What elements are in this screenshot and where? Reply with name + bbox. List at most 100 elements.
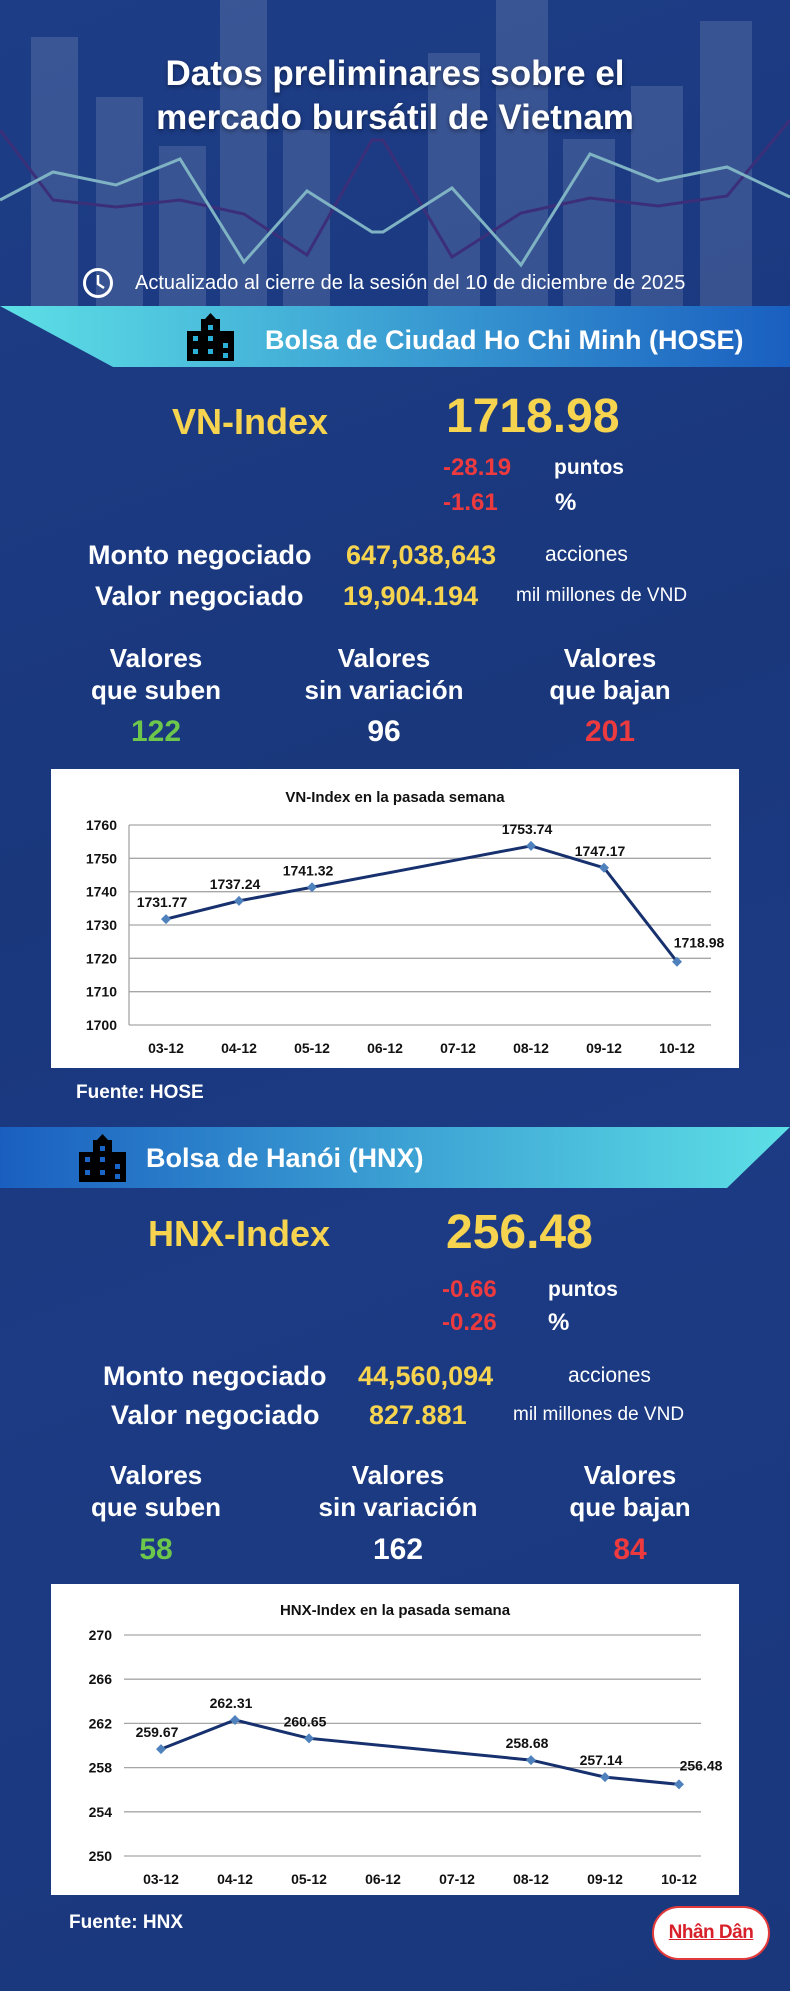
data-label: 1731.77 xyxy=(137,894,188,910)
data-point xyxy=(672,956,682,967)
vn-index-value: 1718.98 xyxy=(446,390,620,443)
hnx-advancers-count: 58 xyxy=(139,1533,173,1566)
x-tick-label: 06-12 xyxy=(365,1871,401,1887)
y-tick-label: 266 xyxy=(89,1671,113,1687)
label-line: Valores xyxy=(337,643,431,673)
data-label: 1737.24 xyxy=(210,876,261,892)
x-tick-label: 05-12 xyxy=(294,1040,330,1056)
x-tick-label: 07-12 xyxy=(439,1871,475,1887)
label-line: que suben xyxy=(90,1492,222,1522)
data-label: 256.48 xyxy=(680,1757,723,1773)
page-title-line1: Datos preliminares sobre el xyxy=(165,54,625,93)
hose-volume-unit: acciones xyxy=(545,543,628,566)
x-tick-label: 05-12 xyxy=(291,1871,327,1887)
hnx-index-chart-svg: HNX-Index en la pasada semana 250 254 258 26… xyxy=(89,1602,723,1887)
x-tick-label: 09-12 xyxy=(587,1871,623,1887)
x-tick-label: 07-12 xyxy=(440,1040,476,1056)
y-tick-label: 258 xyxy=(89,1760,113,1776)
data-label: 259.67 xyxy=(136,1724,179,1740)
data-label: 1753.74 xyxy=(502,821,553,837)
hose-value-value: 19,904.194 xyxy=(343,581,479,611)
data-point xyxy=(526,1755,536,1766)
vn-index-chart: VN-Index en la pasada semana 1700 1710 1720… xyxy=(51,769,739,1068)
y-tick-label: 270 xyxy=(89,1627,113,1643)
data-label: 1741.32 xyxy=(283,862,334,878)
hnx-decliners-label: Valores que bajan xyxy=(569,1459,690,1523)
decorative-line-dark xyxy=(0,119,790,260)
vn-index-chart-svg: VN-Index en la pasada semana 1700 1710 1720… xyxy=(86,789,725,1056)
vn-change-points: -28.19 xyxy=(443,454,512,481)
hnx-unchanged-label: Valores sin variación xyxy=(319,1459,478,1523)
x-tick-label: 04-12 xyxy=(221,1040,257,1056)
header-decoration xyxy=(0,0,790,307)
y-tick-label: 250 xyxy=(89,1848,113,1864)
label-line: que bajan xyxy=(549,675,671,705)
y-tick-label: 1760 xyxy=(86,817,117,833)
logo-text: Nhân Dân xyxy=(668,1922,754,1943)
x-tick-label: 03-12 xyxy=(148,1040,184,1056)
data-point xyxy=(161,914,171,925)
hnx-value-value: 827.881 xyxy=(369,1400,467,1430)
label-line: sin variación xyxy=(304,675,464,705)
label-line: Valores xyxy=(109,1460,203,1490)
label-line: que bajan xyxy=(569,1492,691,1522)
updated-text: Actualizado al cierre de la sesión del 1… xyxy=(135,272,686,294)
data-label: 260.65 xyxy=(284,1713,327,1729)
hose-volume-label: Monto negociado xyxy=(88,540,312,570)
x-tick-label: 04-12 xyxy=(217,1871,253,1887)
label-line: Valores xyxy=(351,1460,445,1490)
hose-value-label: Valor negociado xyxy=(95,581,304,611)
page-title-line2: mercado bursátil de Vietnam xyxy=(156,98,634,137)
vn-index-label: VN-Index xyxy=(172,401,329,442)
data-label: 262.31 xyxy=(210,1695,253,1711)
hnx-unchanged-count: 162 xyxy=(372,1533,424,1566)
x-tick-label: 08-12 xyxy=(513,1871,549,1887)
chart-title: VN-Index en la pasada semana xyxy=(285,789,505,806)
y-tick-label: 1730 xyxy=(86,917,117,933)
x-tick-label: 06-12 xyxy=(367,1040,403,1056)
label-line: Valores xyxy=(563,643,657,673)
data-label: 1718.98 xyxy=(674,935,725,951)
hose-volume-value: 647,038,643 xyxy=(346,540,497,570)
hose-decliners-label: Valores que bajan xyxy=(549,642,670,706)
series-line xyxy=(165,844,679,963)
vn-points-unit: puntos xyxy=(554,456,624,479)
data-label: 258.68 xyxy=(506,1735,549,1751)
label-line: sin variación xyxy=(318,1492,478,1522)
building-icon xyxy=(187,313,234,361)
data-point xyxy=(304,1733,314,1744)
data-point xyxy=(307,882,317,893)
x-tick-label: 10-12 xyxy=(661,1871,697,1887)
x-tick-label: 10-12 xyxy=(659,1040,695,1056)
series-line xyxy=(160,1718,680,1786)
hose-source: Fuente: HOSE xyxy=(76,1082,204,1103)
clock-icon xyxy=(83,268,113,298)
data-point xyxy=(674,1779,684,1790)
hnx-banner-title: Bolsa de Hanói (HNX) xyxy=(146,1143,424,1173)
y-tick-label: 1740 xyxy=(86,884,117,900)
data-point xyxy=(230,1714,240,1725)
label-line: Valores xyxy=(109,643,203,673)
x-tick-label: 09-12 xyxy=(586,1040,622,1056)
hnx-change-percent: -0.26 xyxy=(442,1309,497,1336)
y-tick-label: 1750 xyxy=(86,850,117,866)
decorative-line-light xyxy=(0,152,790,268)
vn-percent-unit: % xyxy=(555,489,577,516)
y-tick-label: 1710 xyxy=(86,984,117,1000)
decorative-bars xyxy=(31,0,752,307)
hose-banner-title: Bolsa de Ciudad Ho Chi Minh (HOSE) xyxy=(265,325,744,355)
y-tick-label: 262 xyxy=(89,1715,113,1731)
hnx-banner xyxy=(0,1127,790,1188)
y-tick-label: 1700 xyxy=(86,1017,117,1033)
nhan-dan-logo: Nhân Dân xyxy=(652,1906,770,1960)
hnx-percent-unit: % xyxy=(548,1309,570,1336)
data-label: 1747.17 xyxy=(575,843,626,859)
x-tick-label: 03-12 xyxy=(143,1871,179,1887)
building-icon xyxy=(79,1134,126,1182)
hose-unchanged-label: Valores sin variación xyxy=(305,642,464,706)
y-tick-label: 1720 xyxy=(86,950,117,966)
chart-title: HNX-Index en la pasada semana xyxy=(280,1602,511,1619)
hnx-value-label: Valor negociado xyxy=(111,1400,320,1430)
hose-unchanged-count: 96 xyxy=(367,715,401,748)
hnx-advancers-label: Valores que suben xyxy=(91,1459,221,1523)
